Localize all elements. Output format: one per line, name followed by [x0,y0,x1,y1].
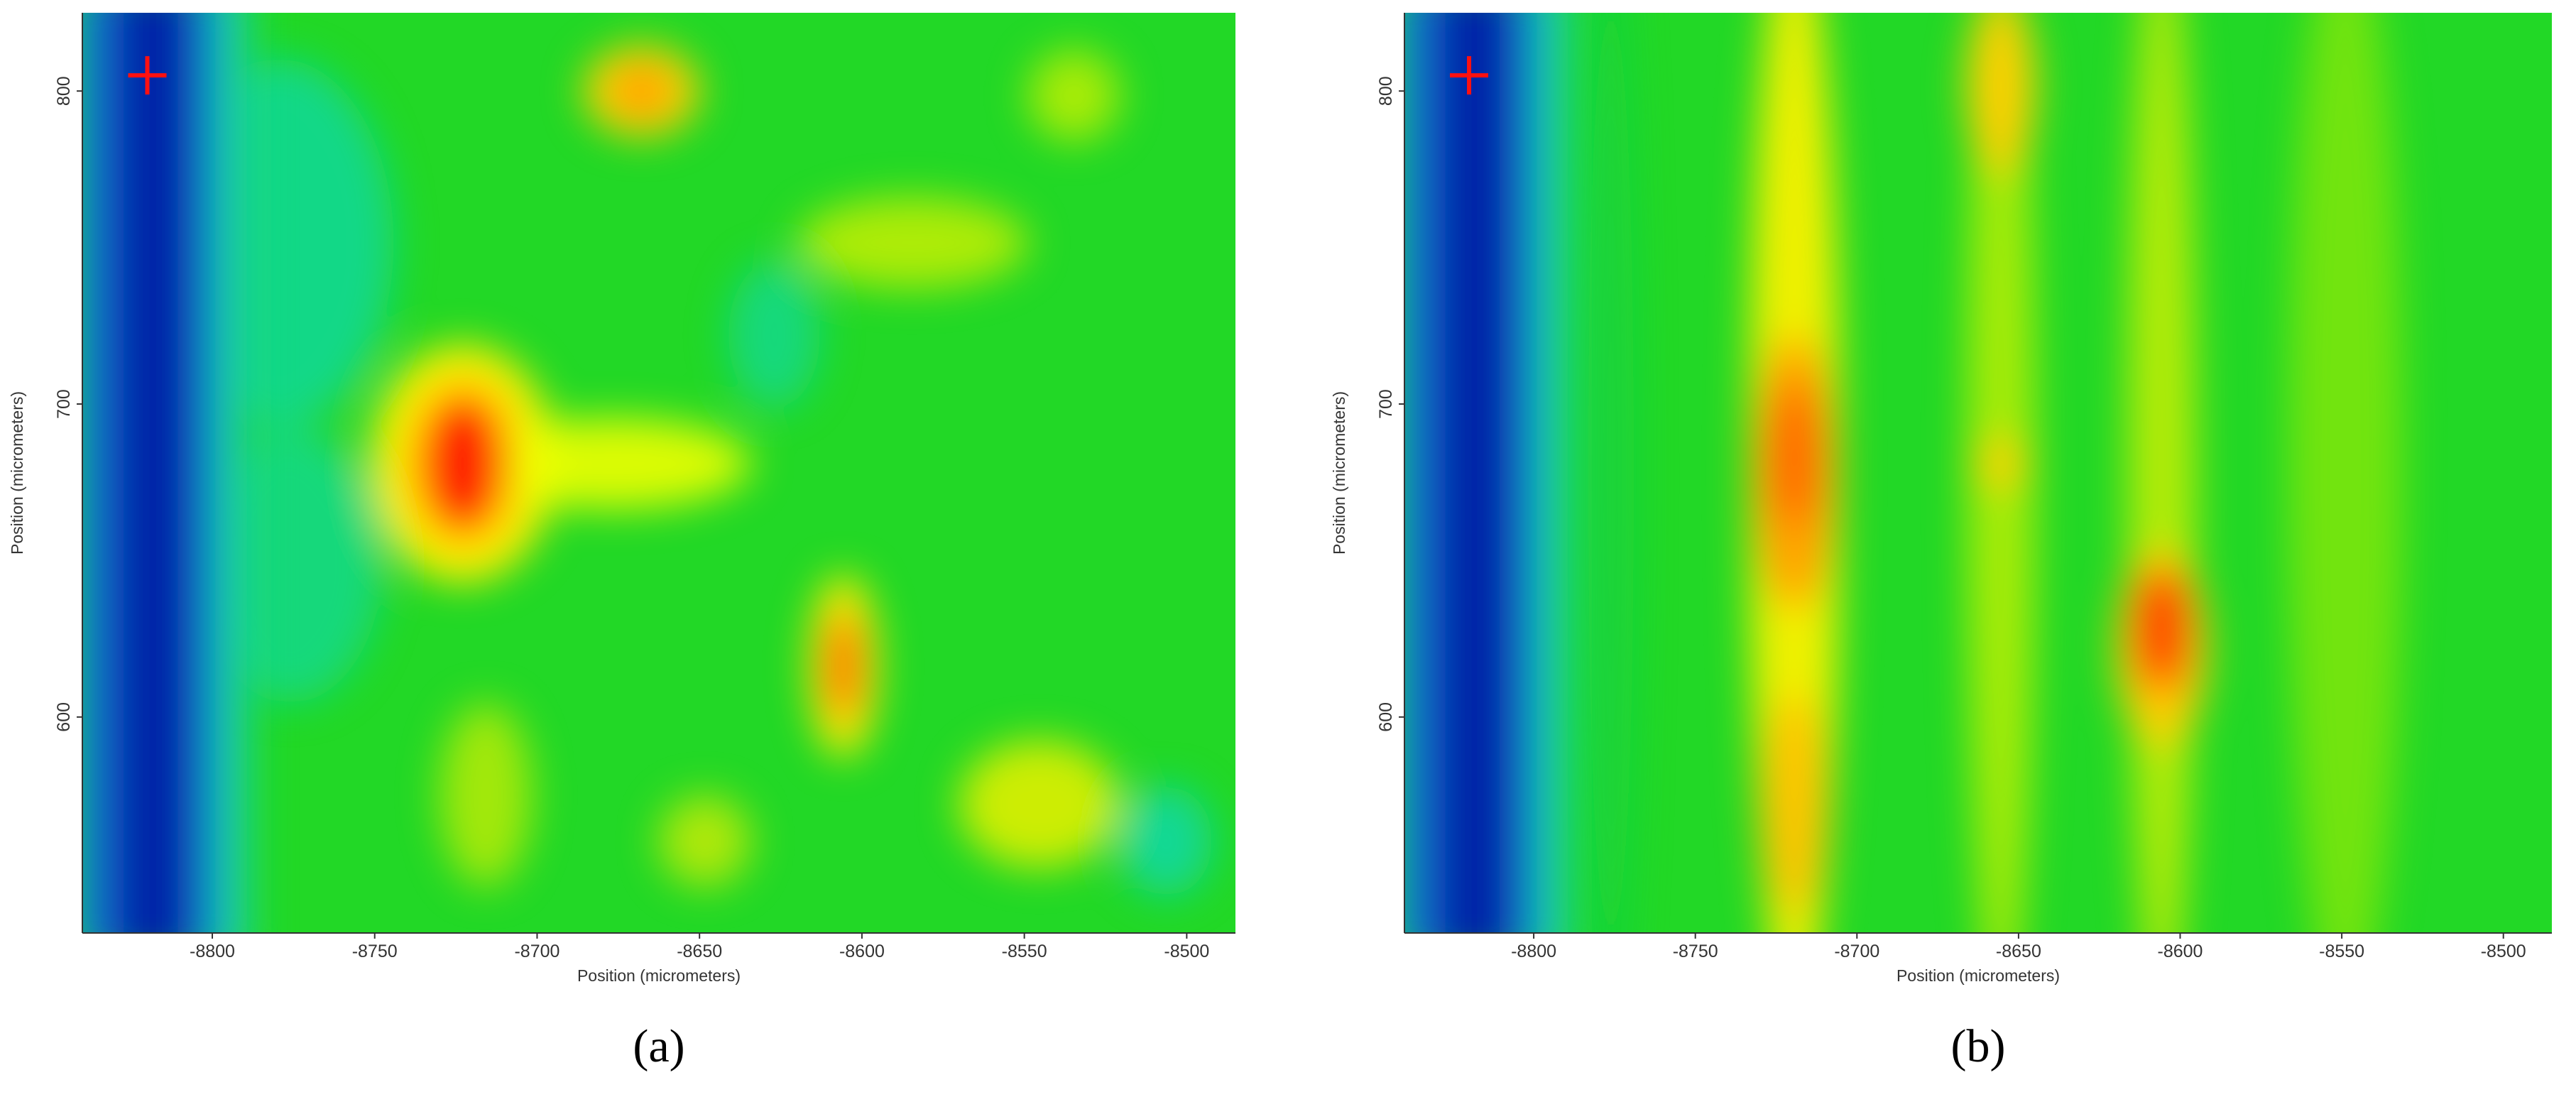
y-tick-label: 800 [1376,76,1396,106]
x-tick-label: -8800 [190,942,235,961]
x-tick-label: -8650 [677,942,722,961]
x-tick-label: -8500 [1164,942,1209,961]
x-tick-label: -8750 [1673,942,1718,961]
heatmap-blob [659,795,751,888]
heatmap-blob [440,703,533,888]
blue-column [1404,13,1574,933]
heatmap-blob [1966,13,2036,179]
y-axis-label: Position (micrometers) [1330,391,1348,555]
heatmap-image [82,13,1235,933]
x-tick-label: -8700 [1834,942,1879,961]
heatmap-blob [1027,49,1120,142]
heatmap-blob [1978,436,2024,491]
x-tick-label: -8650 [1996,942,2041,961]
y-tick-label: 800 [54,76,74,106]
marker-cross [128,56,167,95]
heatmap-blob [1759,694,1829,915]
heatmap-panel: -8800 -8750 -8700 -8650 -8600 -8550 -8500 600 70… [1330,13,2552,1072]
panel-caption: (a) [633,1020,684,1072]
y-tick-label: 600 [54,702,74,732]
y-tick-label: 600 [1376,702,1396,732]
x-axis-label: Position (micrometers) [577,966,741,985]
x-tick-label: -8800 [1511,942,1556,961]
heatmap-panel: -8800 -8750 -8700 -8650 -8600 -8550 -8500 600 70… [8,13,1235,1072]
panel-caption: (b) [1951,1020,2006,1072]
heatmap-blob [1120,785,1213,897]
heatmap-blob [474,417,751,510]
x-tick-label: -8600 [2158,942,2203,961]
x-tick-label: -8550 [2319,942,2364,961]
heatmap-blob [1588,13,1634,933]
heatmap-blob [826,611,861,721]
heatmap-blob [1772,381,1818,528]
heatmap-blob [728,261,821,409]
heatmap-blob [797,197,1028,289]
marker-cross [1450,56,1489,95]
blue-column [82,13,253,933]
heatmap-blobs [1588,13,2403,933]
y-tick-label: 700 [1376,389,1396,419]
heatmap-blob [416,390,509,537]
x-tick-label: -8500 [2481,942,2526,961]
x-tick-label: -8700 [514,942,560,961]
y-tick-label: 700 [54,389,74,419]
heatmap-blob [2133,564,2190,694]
heatmap-blob [618,67,665,114]
x-tick-label: -8600 [839,942,885,961]
heatmap-image [1404,13,2552,933]
x-tick-label: -8550 [1002,942,1047,961]
x-axis-label: Position (micrometers) [1896,966,2060,985]
y-axis-label: Position (micrometers) [8,391,26,555]
heatmap-blob [2288,13,2403,933]
heatmap-blob [959,739,1120,869]
x-tick-label: -8750 [352,942,398,961]
